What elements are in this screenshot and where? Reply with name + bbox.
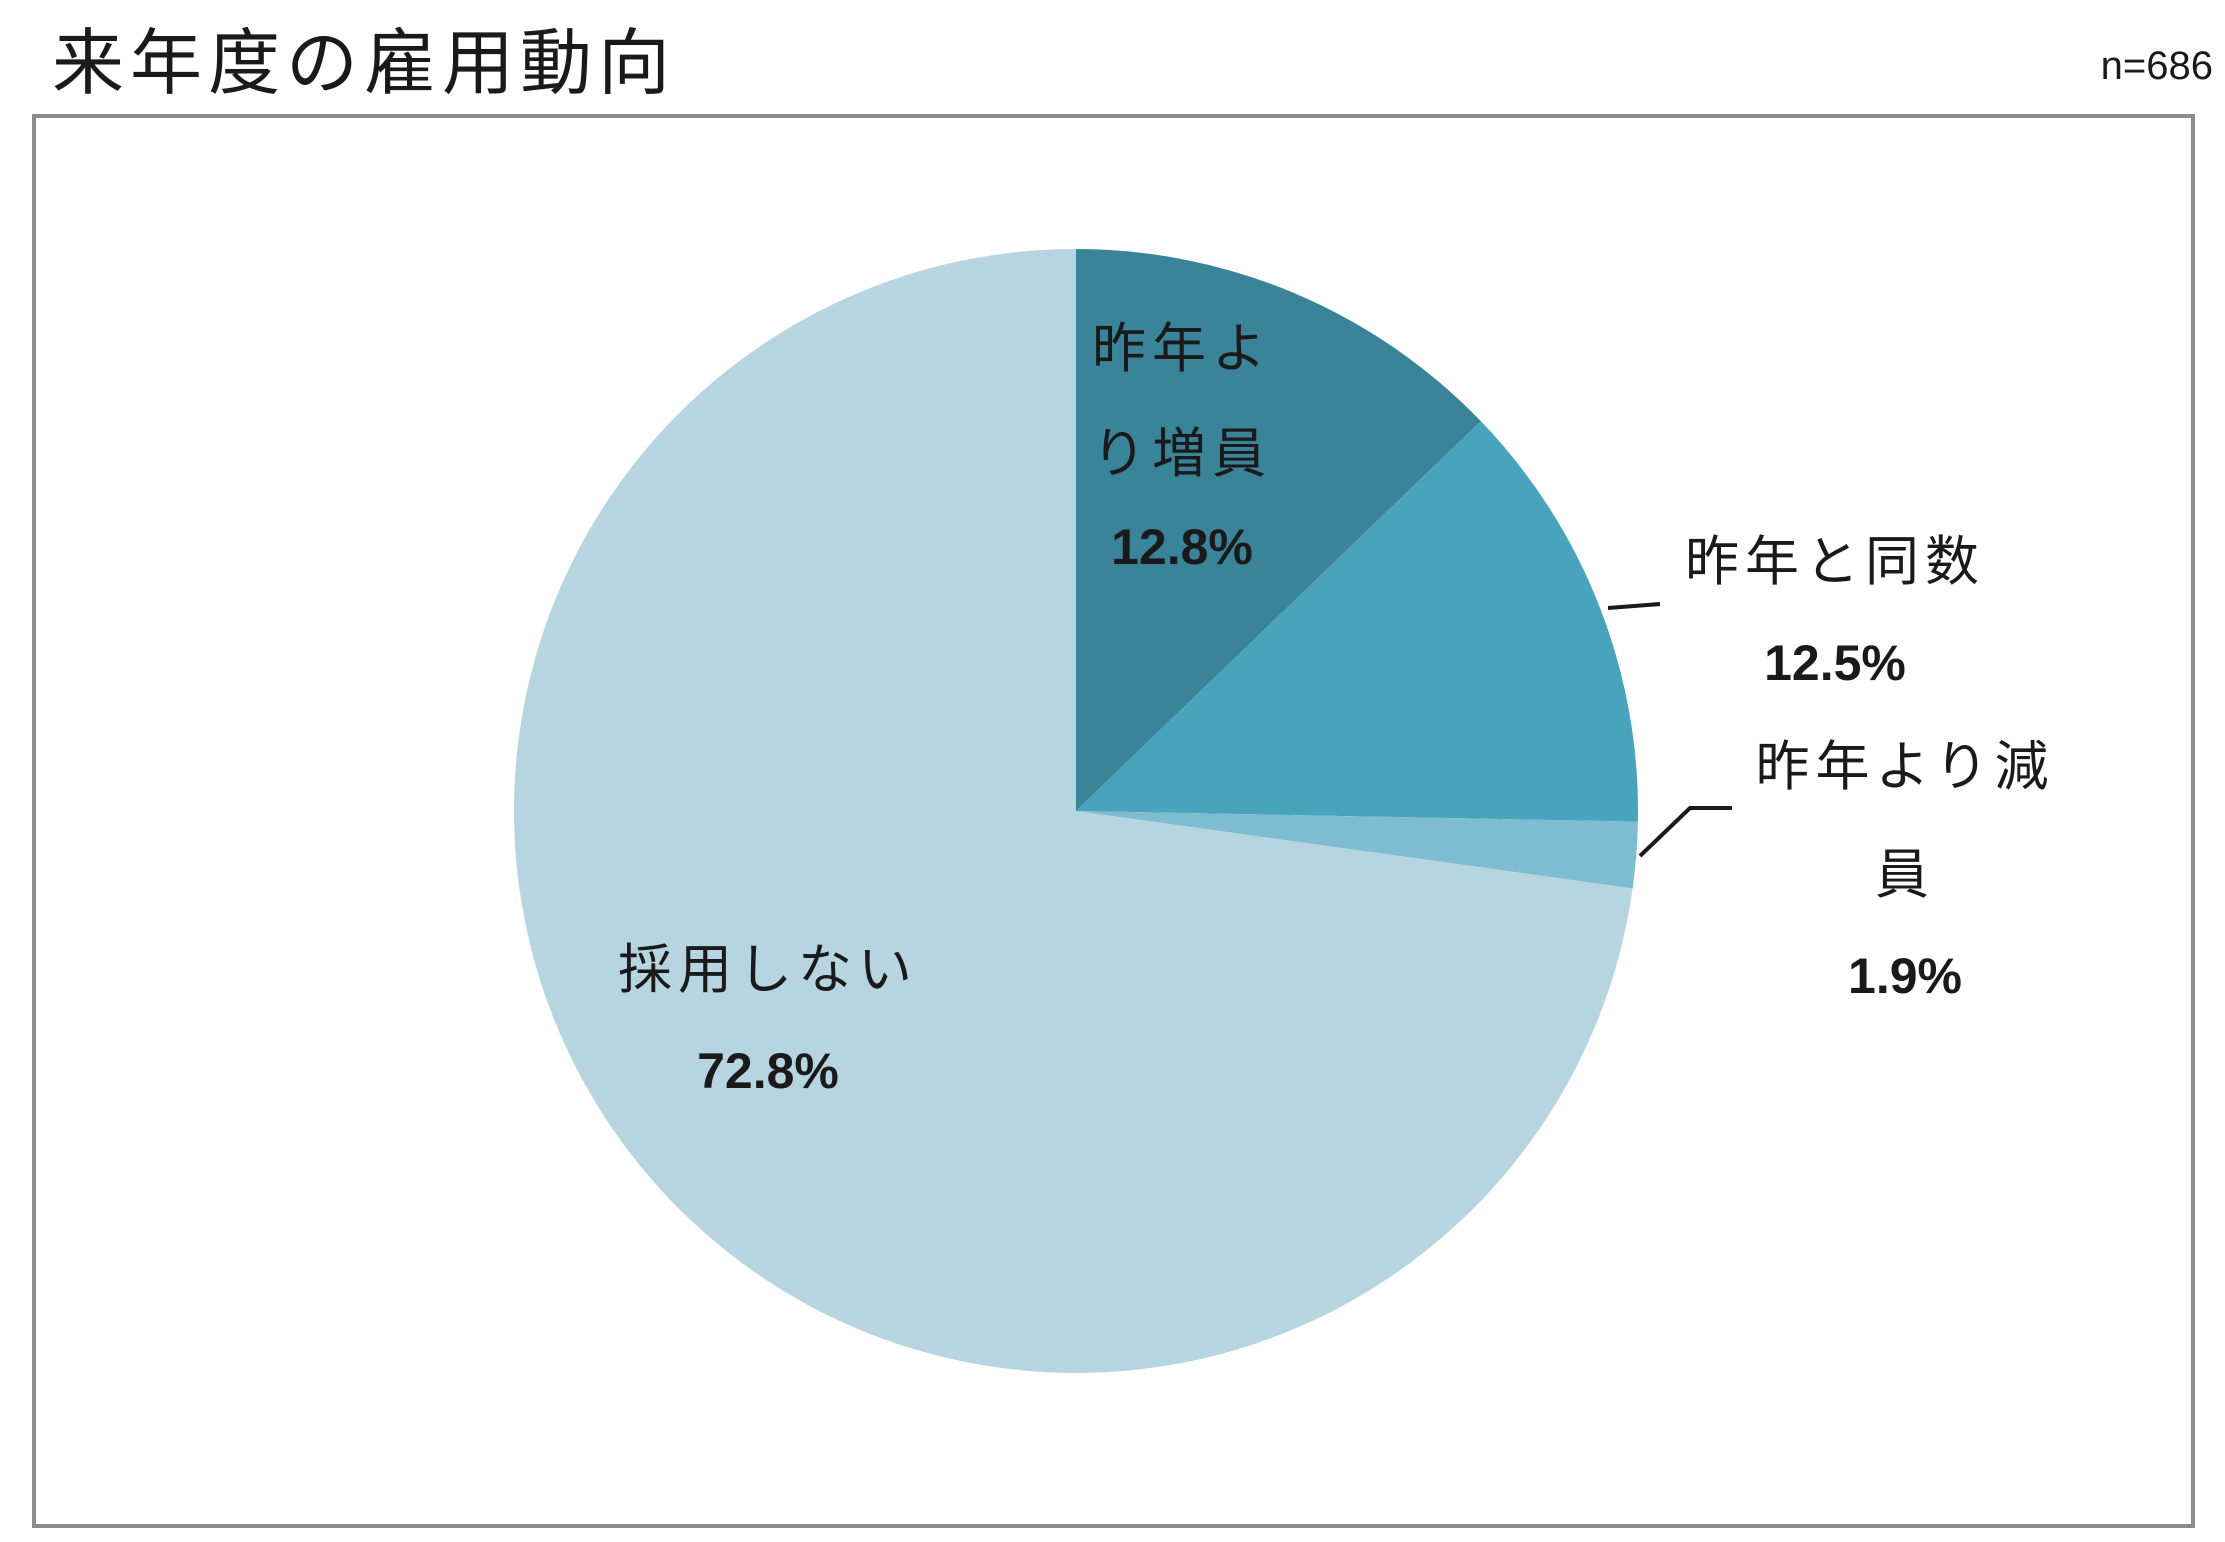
slice-label-3: 員 — [1875, 843, 1935, 906]
slice-value-3: 1.9% — [1848, 948, 1962, 1004]
slice-value-1: 12.8% — [1111, 519, 1253, 575]
slice-label-1: 昨年よ — [1092, 317, 1272, 380]
pie-slice-3 — [1076, 811, 1638, 889]
pie-slice-2 — [1076, 421, 1638, 822]
chart-frame — [32, 114, 2195, 1528]
slice-label-1: り増員 — [1092, 422, 1272, 485]
slice-value-4: 72.8% — [697, 1043, 839, 1099]
leader-lines — [1607, 602, 1732, 858]
chart-title: 来年度の雇用動向 — [52, 21, 677, 105]
leader-line-2 — [1607, 602, 1661, 610]
pie-slice-4 — [514, 249, 1633, 1374]
slice-label-2: 昨年と同数 — [1685, 530, 1985, 593]
slice-label-4: 採用しない — [618, 938, 918, 1001]
slice-value-2: 12.5% — [1764, 635, 1906, 691]
slice-label-3: 昨年より減 — [1756, 735, 2055, 798]
pie-slice-1 — [1076, 249, 1481, 811]
leader-line-3 — [1638, 806, 1732, 858]
sample-size-label: n=686 — [2100, 44, 2213, 88]
pie-slices — [514, 249, 1638, 1374]
